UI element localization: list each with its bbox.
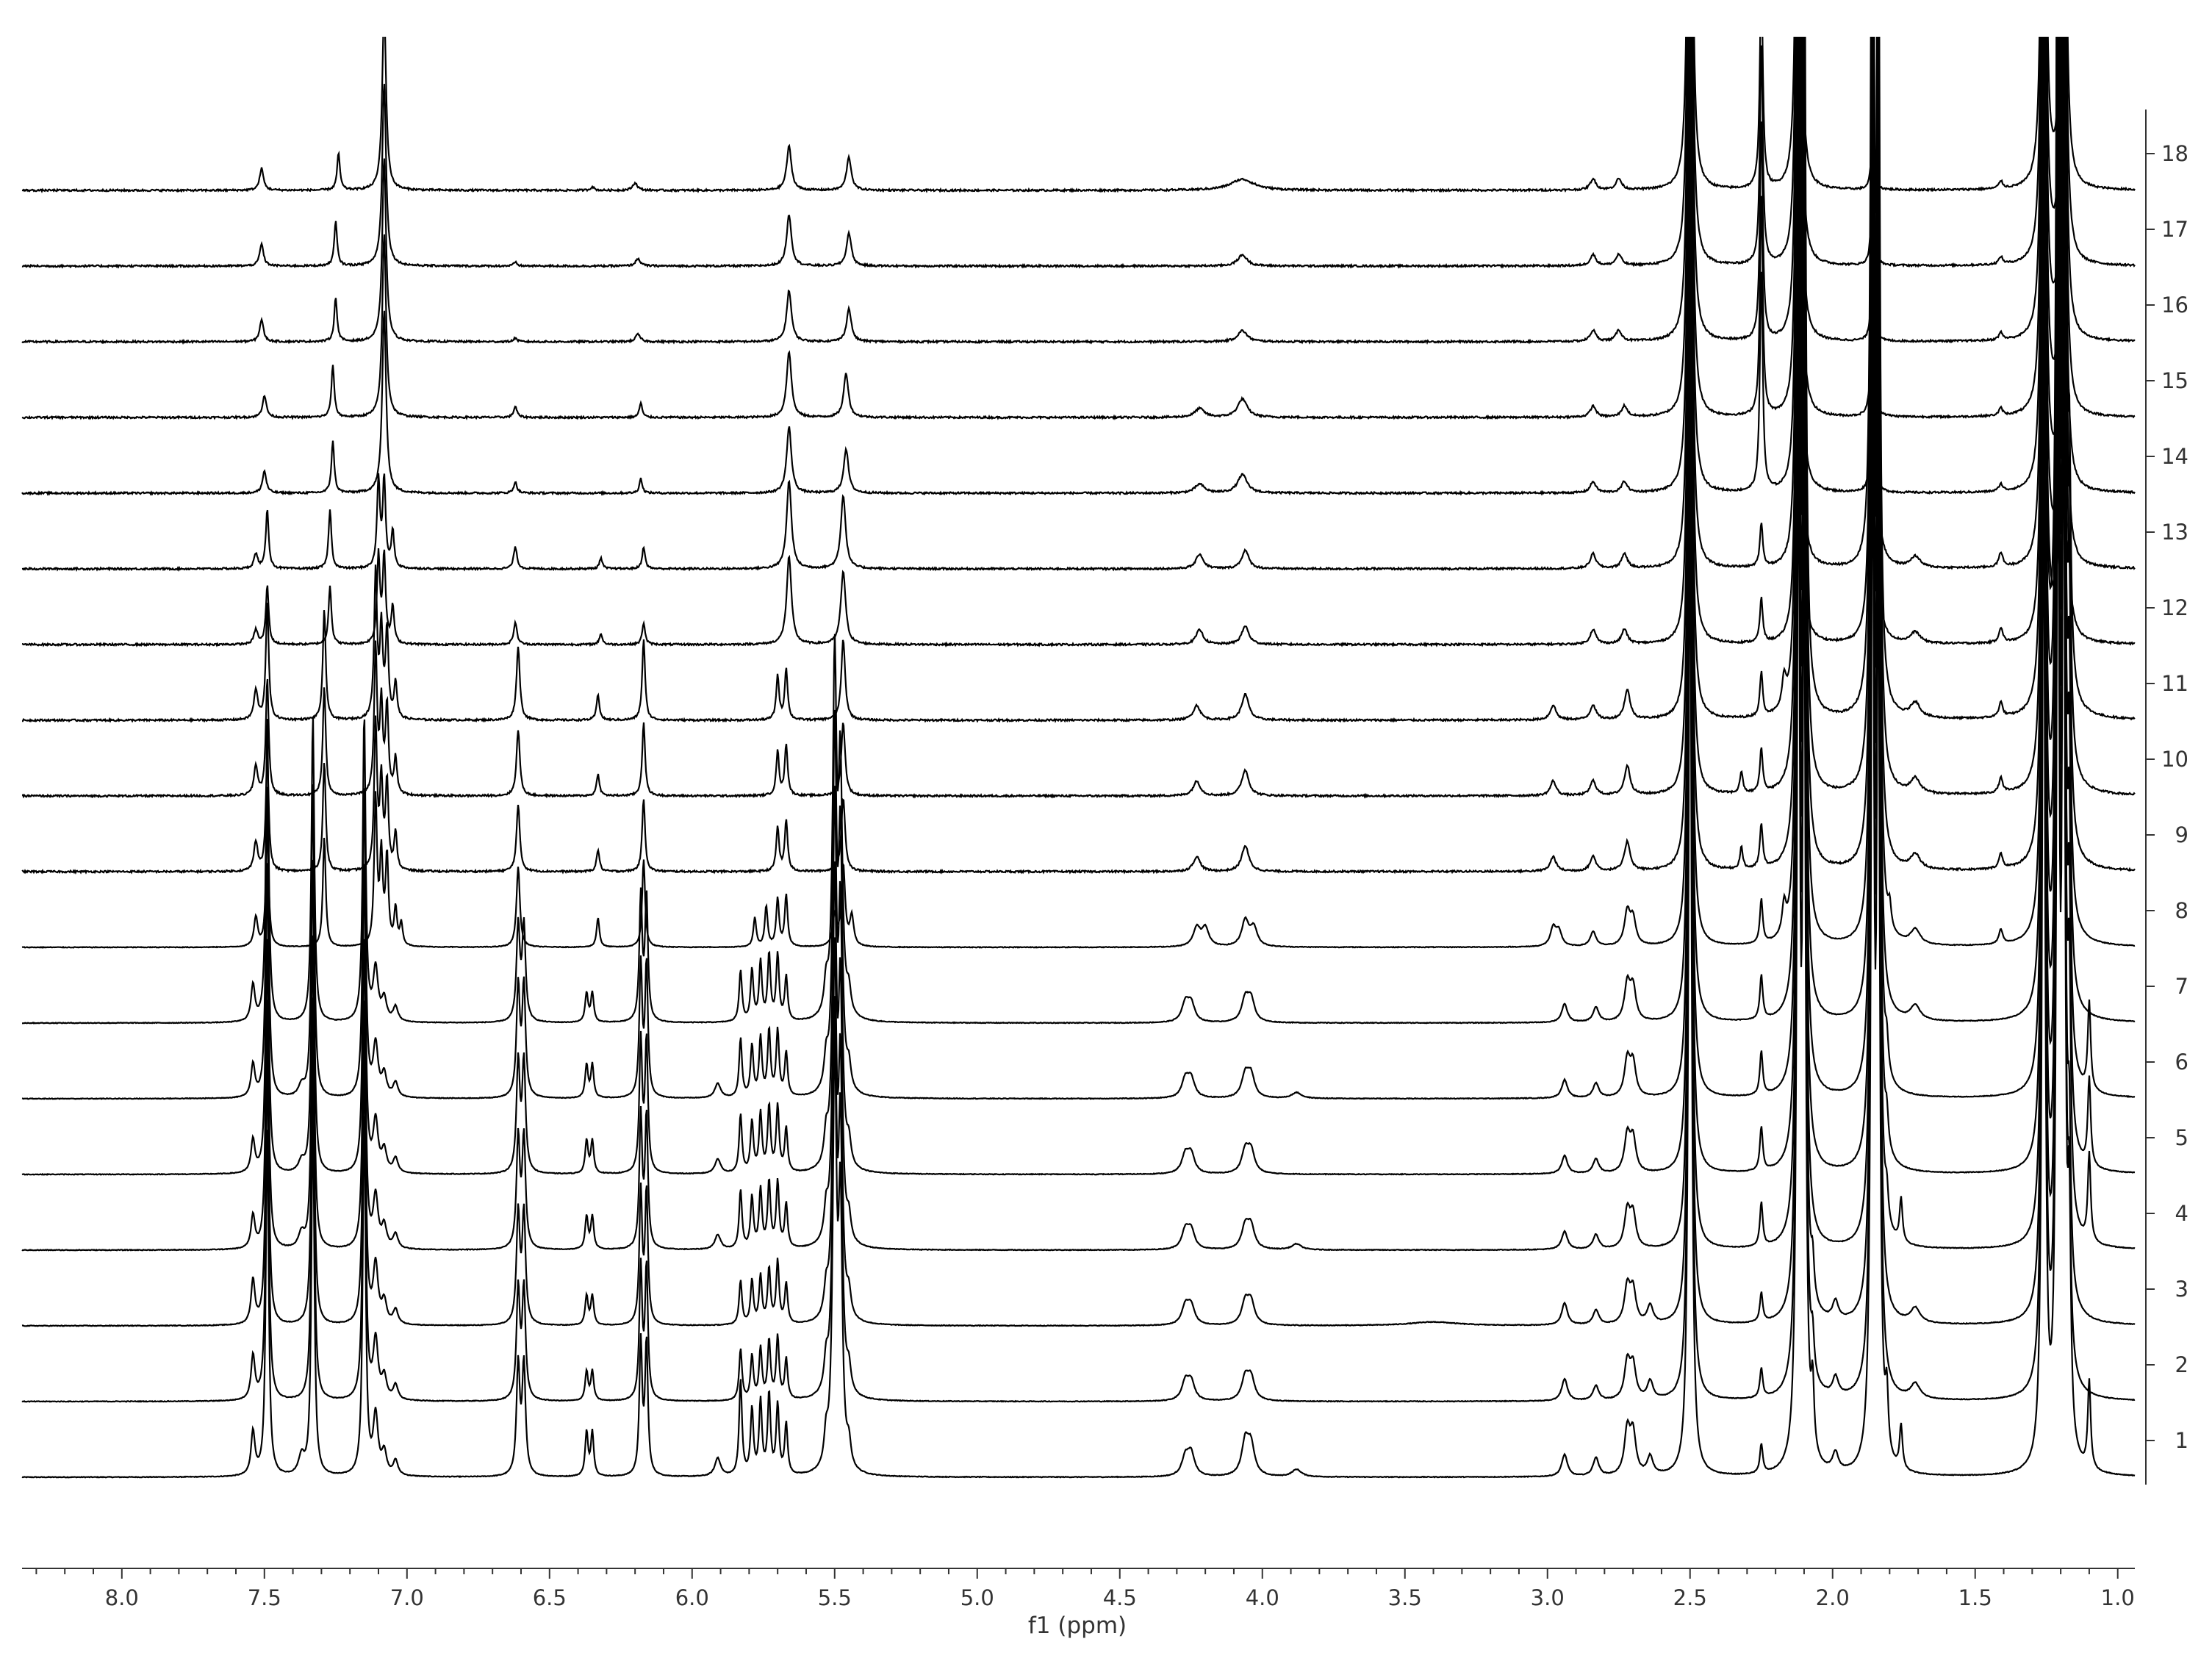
- spectrum-index-label: 7: [2175, 974, 2188, 999]
- spectrum-trace-15: [21, 37, 2136, 420]
- x-tick-label: 7.5: [248, 1585, 281, 1610]
- x-tick-label: 5.0: [960, 1585, 994, 1610]
- spectrum-trace-8: [21, 37, 2136, 949]
- spectrum-trace-11: [21, 37, 2136, 723]
- spectrum-index-label: 14: [2161, 444, 2188, 469]
- spectrum-trace-5: [21, 37, 2136, 1176]
- spectrum-trace-10: [21, 37, 2136, 799]
- spectrum-trace-18: [21, 37, 2136, 194]
- spectrum-index-label: 5: [2175, 1125, 2188, 1150]
- spectrum-index-label: 3: [2175, 1277, 2188, 1302]
- x-tick-label: 2.0: [1816, 1585, 1850, 1610]
- spectrum-trace-9: [21, 37, 2136, 875]
- spectrum-index-label: 13: [2161, 520, 2188, 545]
- spectrum-index-label: 4: [2175, 1201, 2188, 1226]
- spectrum-trace-14: [21, 37, 2136, 497]
- spectrum-trace-16: [21, 37, 2136, 345]
- x-axis-title: f1 (ppm): [1028, 1612, 1127, 1639]
- x-tick-label: 8.0: [105, 1585, 139, 1610]
- x-tick-label: 7.0: [390, 1585, 424, 1610]
- spectra-traces: [21, 37, 2136, 1479]
- spectrum-index-label: 15: [2161, 368, 2188, 393]
- x-tick-label: 3.0: [1531, 1585, 1565, 1610]
- spectrum-trace-13: [21, 37, 2136, 573]
- spectrum-index-label: 6: [2175, 1050, 2188, 1075]
- spectrum-index-label: 16: [2161, 293, 2188, 318]
- x-tick-label: 2.5: [1673, 1585, 1707, 1610]
- spectrum-index-label: 8: [2175, 898, 2188, 923]
- spectrum-index-label: 10: [2161, 747, 2188, 772]
- spectrum-trace-1: [21, 337, 2136, 1479]
- spectrum-trace-12: [21, 37, 2136, 648]
- x-tick-label: 4.5: [1103, 1585, 1137, 1610]
- x-tick-label: 6.5: [533, 1585, 567, 1610]
- spectrum-index-label: 12: [2161, 595, 2188, 620]
- spectrum-index-label: 18: [2161, 141, 2188, 166]
- spectrum-index-label: 2: [2175, 1352, 2188, 1377]
- x-tick-label: 4.0: [1246, 1585, 1279, 1610]
- spectrum-trace-6: [21, 37, 2136, 1100]
- chemical-shift-axis: 8.0 7.5 7.0 6.5 6.0 5.5 5.0 4.5 4.0 3.5 3.0 2.5 2.0 1…: [22, 1568, 2135, 1610]
- x-tick-label: 6.0: [675, 1585, 709, 1610]
- spectrum-trace-7: [22, 37, 2136, 1025]
- spectrum-index-label: 11: [2161, 671, 2188, 696]
- x-tick-label: 1.0: [2101, 1585, 2135, 1610]
- spectrum-index-label: 9: [2175, 822, 2188, 847]
- spectrum-index-label: 1: [2175, 1428, 2188, 1453]
- spectrum-trace-3: [21, 192, 2136, 1327]
- spectrum-trace-17: [21, 37, 2136, 269]
- spectrum-index-label: 17: [2161, 217, 2188, 242]
- x-tick-label: 1.5: [1958, 1585, 1992, 1610]
- spectrum-trace-4: [21, 109, 2136, 1252]
- x-tick-label: 5.5: [818, 1585, 852, 1610]
- x-tick-label: 3.5: [1388, 1585, 1422, 1610]
- spectrum-trace-2: [21, 267, 2136, 1403]
